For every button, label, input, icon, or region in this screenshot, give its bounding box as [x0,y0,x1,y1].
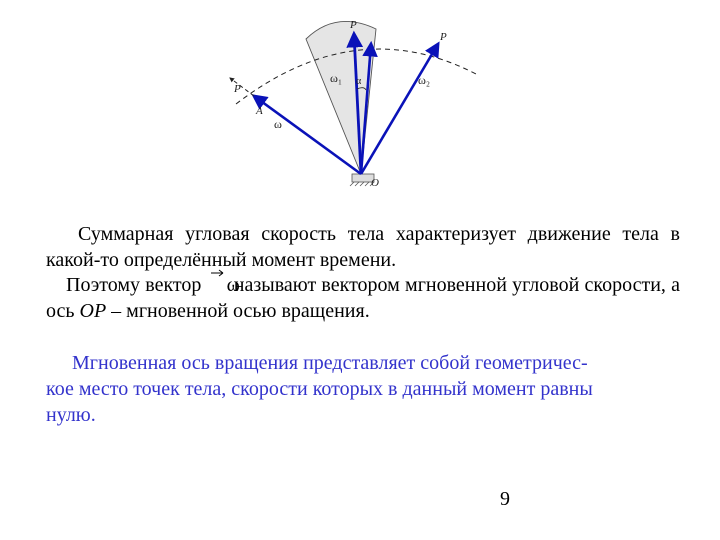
p2-tail: – мгновенной осью вращения. [106,300,370,322]
p2-before: Поэтому вектор [66,274,207,296]
apex-label: P [349,19,357,31]
omega-vector-inline: ω [207,273,229,299]
page-number: 9 [500,488,510,511]
page: O P P P A α ω₁ ω₂ ω Суммарная угловая ск… [0,0,720,540]
body-text: Суммарная угловая скорость тела характер… [46,222,680,324]
figure-container: O P P P A α ω₁ ω₂ ω [46,10,680,190]
omega1-label: ω₁ [330,71,342,85]
hl-line-3: нулю. [46,402,680,428]
cone-shape [306,21,376,174]
hl-line-2: кое место точек тела, скорости которых в… [46,376,680,402]
a-label: A [255,105,263,117]
highlight-definition: Мгновенная ось вращения представляет соб… [46,350,680,428]
angular-velocity-diagram: O P P P A α ω₁ ω₂ ω [206,14,506,189]
hl-line-1: Мгновенная ось вращения представляет соб… [46,350,680,376]
axis-name: OP [80,300,107,322]
origin-label: O [371,177,379,189]
paragraph-1: Суммарная угловая скорость тела характер… [46,222,680,273]
right-p-label: P [439,31,447,43]
omega2-label: ω₂ [418,73,430,87]
omega-label: ω [274,117,282,131]
left-p-label: P [233,83,241,95]
alpha-label: α [356,76,362,87]
paragraph-2: Поэтому вектор ω называют вектором мгнов… [46,273,680,324]
